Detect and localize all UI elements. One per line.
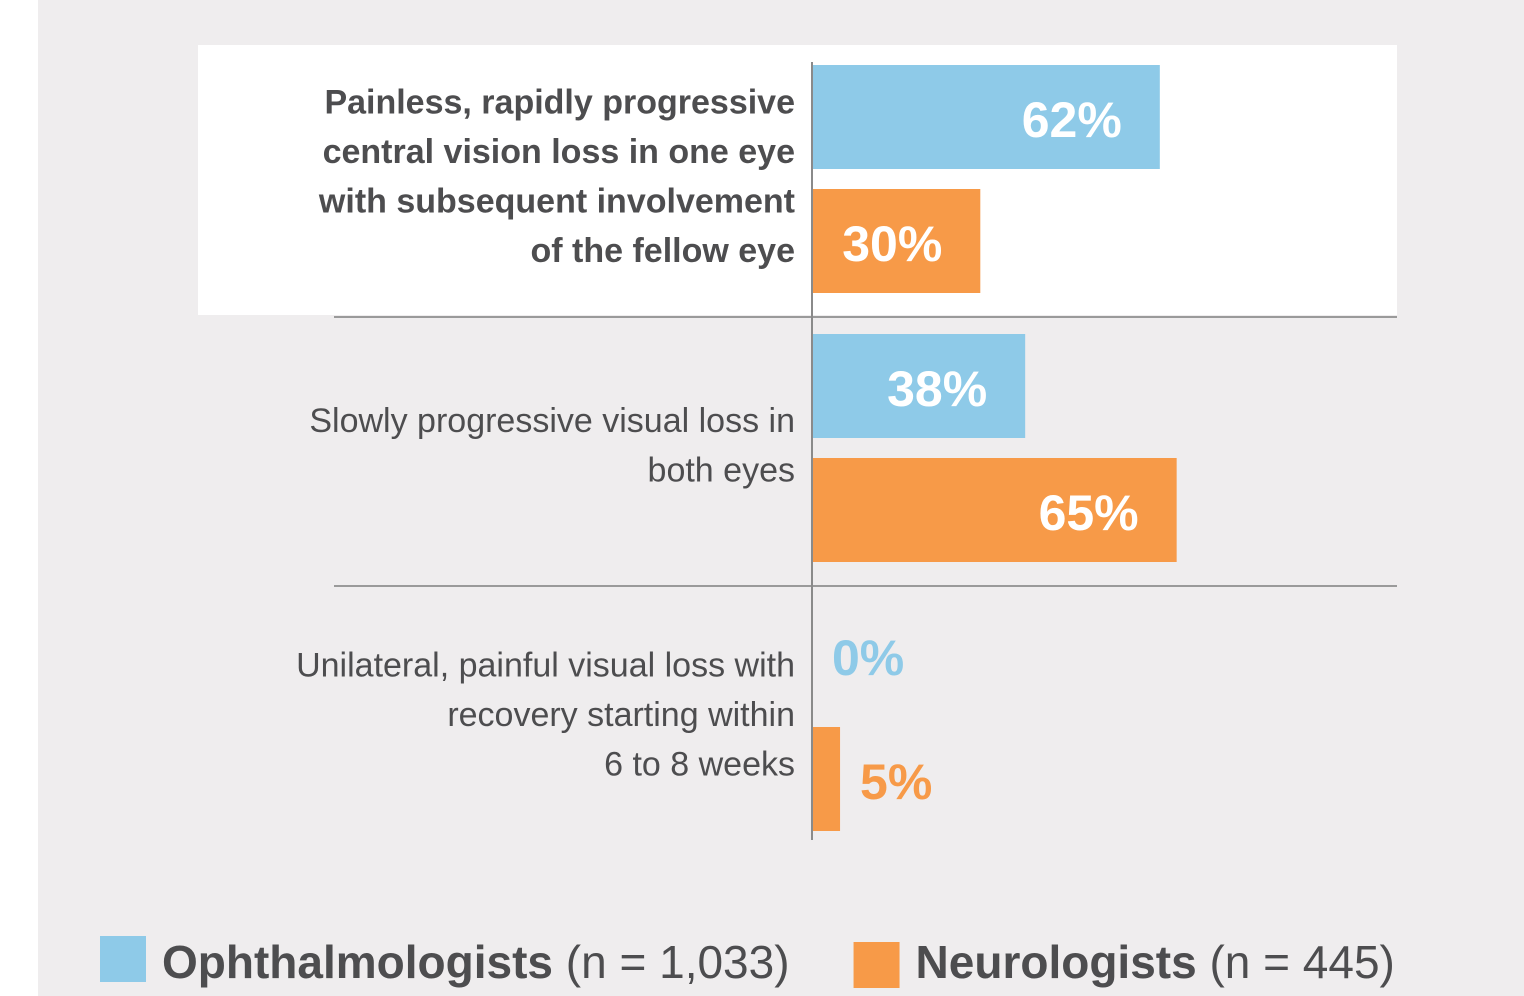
category-label: central vision loss in one eye	[323, 133, 795, 171]
value-label: 5%	[860, 754, 932, 810]
value-label: 65%	[1039, 485, 1139, 541]
legend-entry: Ophthalmologists (n = 1,033)	[162, 936, 790, 988]
value-label: 0%	[832, 630, 904, 686]
legend-swatch	[100, 936, 146, 982]
category-label: both eyes	[648, 452, 795, 490]
bar	[812, 334, 1026, 438]
highlight-box	[198, 45, 1397, 315]
bar	[812, 727, 841, 831]
bar	[812, 458, 1177, 562]
category-label: Slowly progressive visual loss in	[309, 402, 795, 440]
category-label: Unilateral, painful visual loss with	[296, 646, 795, 684]
category-label: with subsequent involvement	[318, 183, 795, 221]
legend-name: Ophthalmologists	[162, 936, 553, 988]
legend-sample: (n = 1,033)	[566, 936, 790, 988]
value-label: 30%	[842, 216, 942, 272]
bar	[812, 189, 981, 293]
category-label: recovery starting within	[447, 696, 795, 734]
legend-sample: (n = 445)	[1209, 936, 1394, 988]
legend-name: Neurologists	[916, 936, 1197, 988]
category-label: 6 to 8 weeks	[604, 745, 795, 783]
legend-entry: Neurologists (n = 445)	[916, 936, 1395, 988]
legend-swatch	[853, 942, 900, 988]
value-label: 38%	[887, 361, 987, 417]
category-label: of the fellow eye	[531, 232, 796, 270]
bar	[812, 65, 1160, 169]
value-label: 62%	[1022, 92, 1122, 148]
category-label: Painless, rapidly progressive	[324, 84, 795, 122]
